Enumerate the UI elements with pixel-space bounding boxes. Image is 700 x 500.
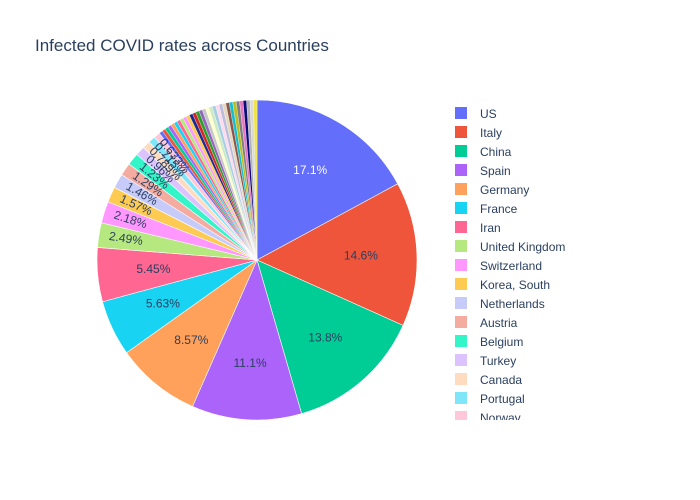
legend-label: Switzerland	[480, 259, 542, 273]
legend-label: US	[480, 107, 497, 121]
legend-swatch	[455, 202, 467, 214]
legend-item[interactable]: Iran	[455, 221, 501, 235]
legend-label: Spain	[480, 164, 511, 178]
legend-item[interactable]: Germany	[455, 183, 529, 197]
pie-slice-label: 5.45%	[136, 262, 170, 276]
legend-item[interactable]: Switzerland	[455, 259, 542, 273]
legend-item[interactable]: Korea, South	[455, 278, 550, 292]
pie-slice-spain[interactable]	[192, 259, 303, 421]
legend-item[interactable]: France	[455, 202, 518, 216]
legend-item[interactable]: Turkey	[455, 354, 516, 368]
pie-slice-label: 2.49%	[108, 229, 144, 248]
legend-swatch	[455, 335, 467, 347]
pie-slice-germany[interactable]	[126, 259, 258, 407]
legend-label: Portugal	[480, 392, 525, 406]
pie-slice-italy[interactable]	[256, 183, 418, 326]
legend-swatch	[455, 373, 467, 385]
legend-item[interactable]: US	[455, 107, 497, 121]
pie-slice-label: 13.8%	[308, 331, 342, 345]
legend-swatch	[455, 145, 467, 157]
legend-label: Austria	[480, 316, 518, 330]
legend-item[interactable]: China	[455, 145, 512, 159]
legend-swatch	[455, 278, 467, 290]
legend-label: Canada	[480, 373, 522, 387]
legend-item[interactable]: Portugal	[455, 392, 525, 406]
legend-item[interactable]: Austria	[455, 316, 518, 330]
legend-swatch	[455, 107, 467, 119]
legend-swatch	[455, 126, 467, 138]
legend-label: Iran	[480, 221, 501, 235]
legend-swatch	[455, 221, 467, 233]
pie-slice-us[interactable]	[256, 99, 399, 261]
legend-label: France	[480, 202, 518, 216]
legend-label: Korea, South	[480, 278, 550, 292]
chart-title: Infected COVID rates across Countries	[35, 36, 329, 55]
legend-item[interactable]: Canada	[455, 373, 522, 387]
legend-item[interactable]: United Kingdom	[455, 240, 565, 254]
legend-item[interactable]: Spain	[455, 164, 511, 178]
legend-swatch	[455, 354, 467, 366]
legend[interactable]: US Italy China Spain Germany France Iran United…	[455, 107, 565, 425]
pie-slice-small[interactable]	[253, 99, 258, 261]
legend-item[interactable]: Norway	[455, 411, 521, 425]
legend-item[interactable]: Italy	[455, 126, 502, 140]
legend-swatch	[455, 164, 467, 176]
legend-item[interactable]: Belgium	[455, 335, 523, 349]
legend-label: Netherlands	[480, 297, 545, 311]
legend-label: Norway	[480, 411, 521, 425]
legend-swatch	[455, 316, 467, 328]
legend-label: Italy	[480, 126, 502, 140]
pie-slice-china[interactable]	[256, 259, 404, 415]
pie-slice-label: 14.6%	[344, 248, 378, 262]
legend-label: United Kingdom	[480, 240, 565, 254]
pie-slice-label: 17.1%	[293, 163, 327, 177]
legend-item[interactable]: Netherlands	[455, 297, 545, 311]
pie-slice-label: 11.1%	[234, 356, 267, 370]
legend-label: China	[480, 145, 512, 159]
legend-swatch	[455, 259, 467, 271]
legend-label: Belgium	[480, 335, 523, 349]
legend-swatch	[455, 297, 467, 309]
legend-label: Turkey	[480, 354, 516, 368]
pie-slice-label: 5.63%	[146, 297, 180, 311]
pie-slices	[96, 99, 418, 421]
legend-swatch	[455, 183, 467, 195]
legend-swatch	[455, 392, 467, 404]
legend-swatch	[455, 240, 467, 252]
legend-label: Germany	[480, 183, 529, 197]
legend-swatch	[455, 411, 467, 420]
pie-slice-label: 8.57%	[174, 333, 208, 347]
